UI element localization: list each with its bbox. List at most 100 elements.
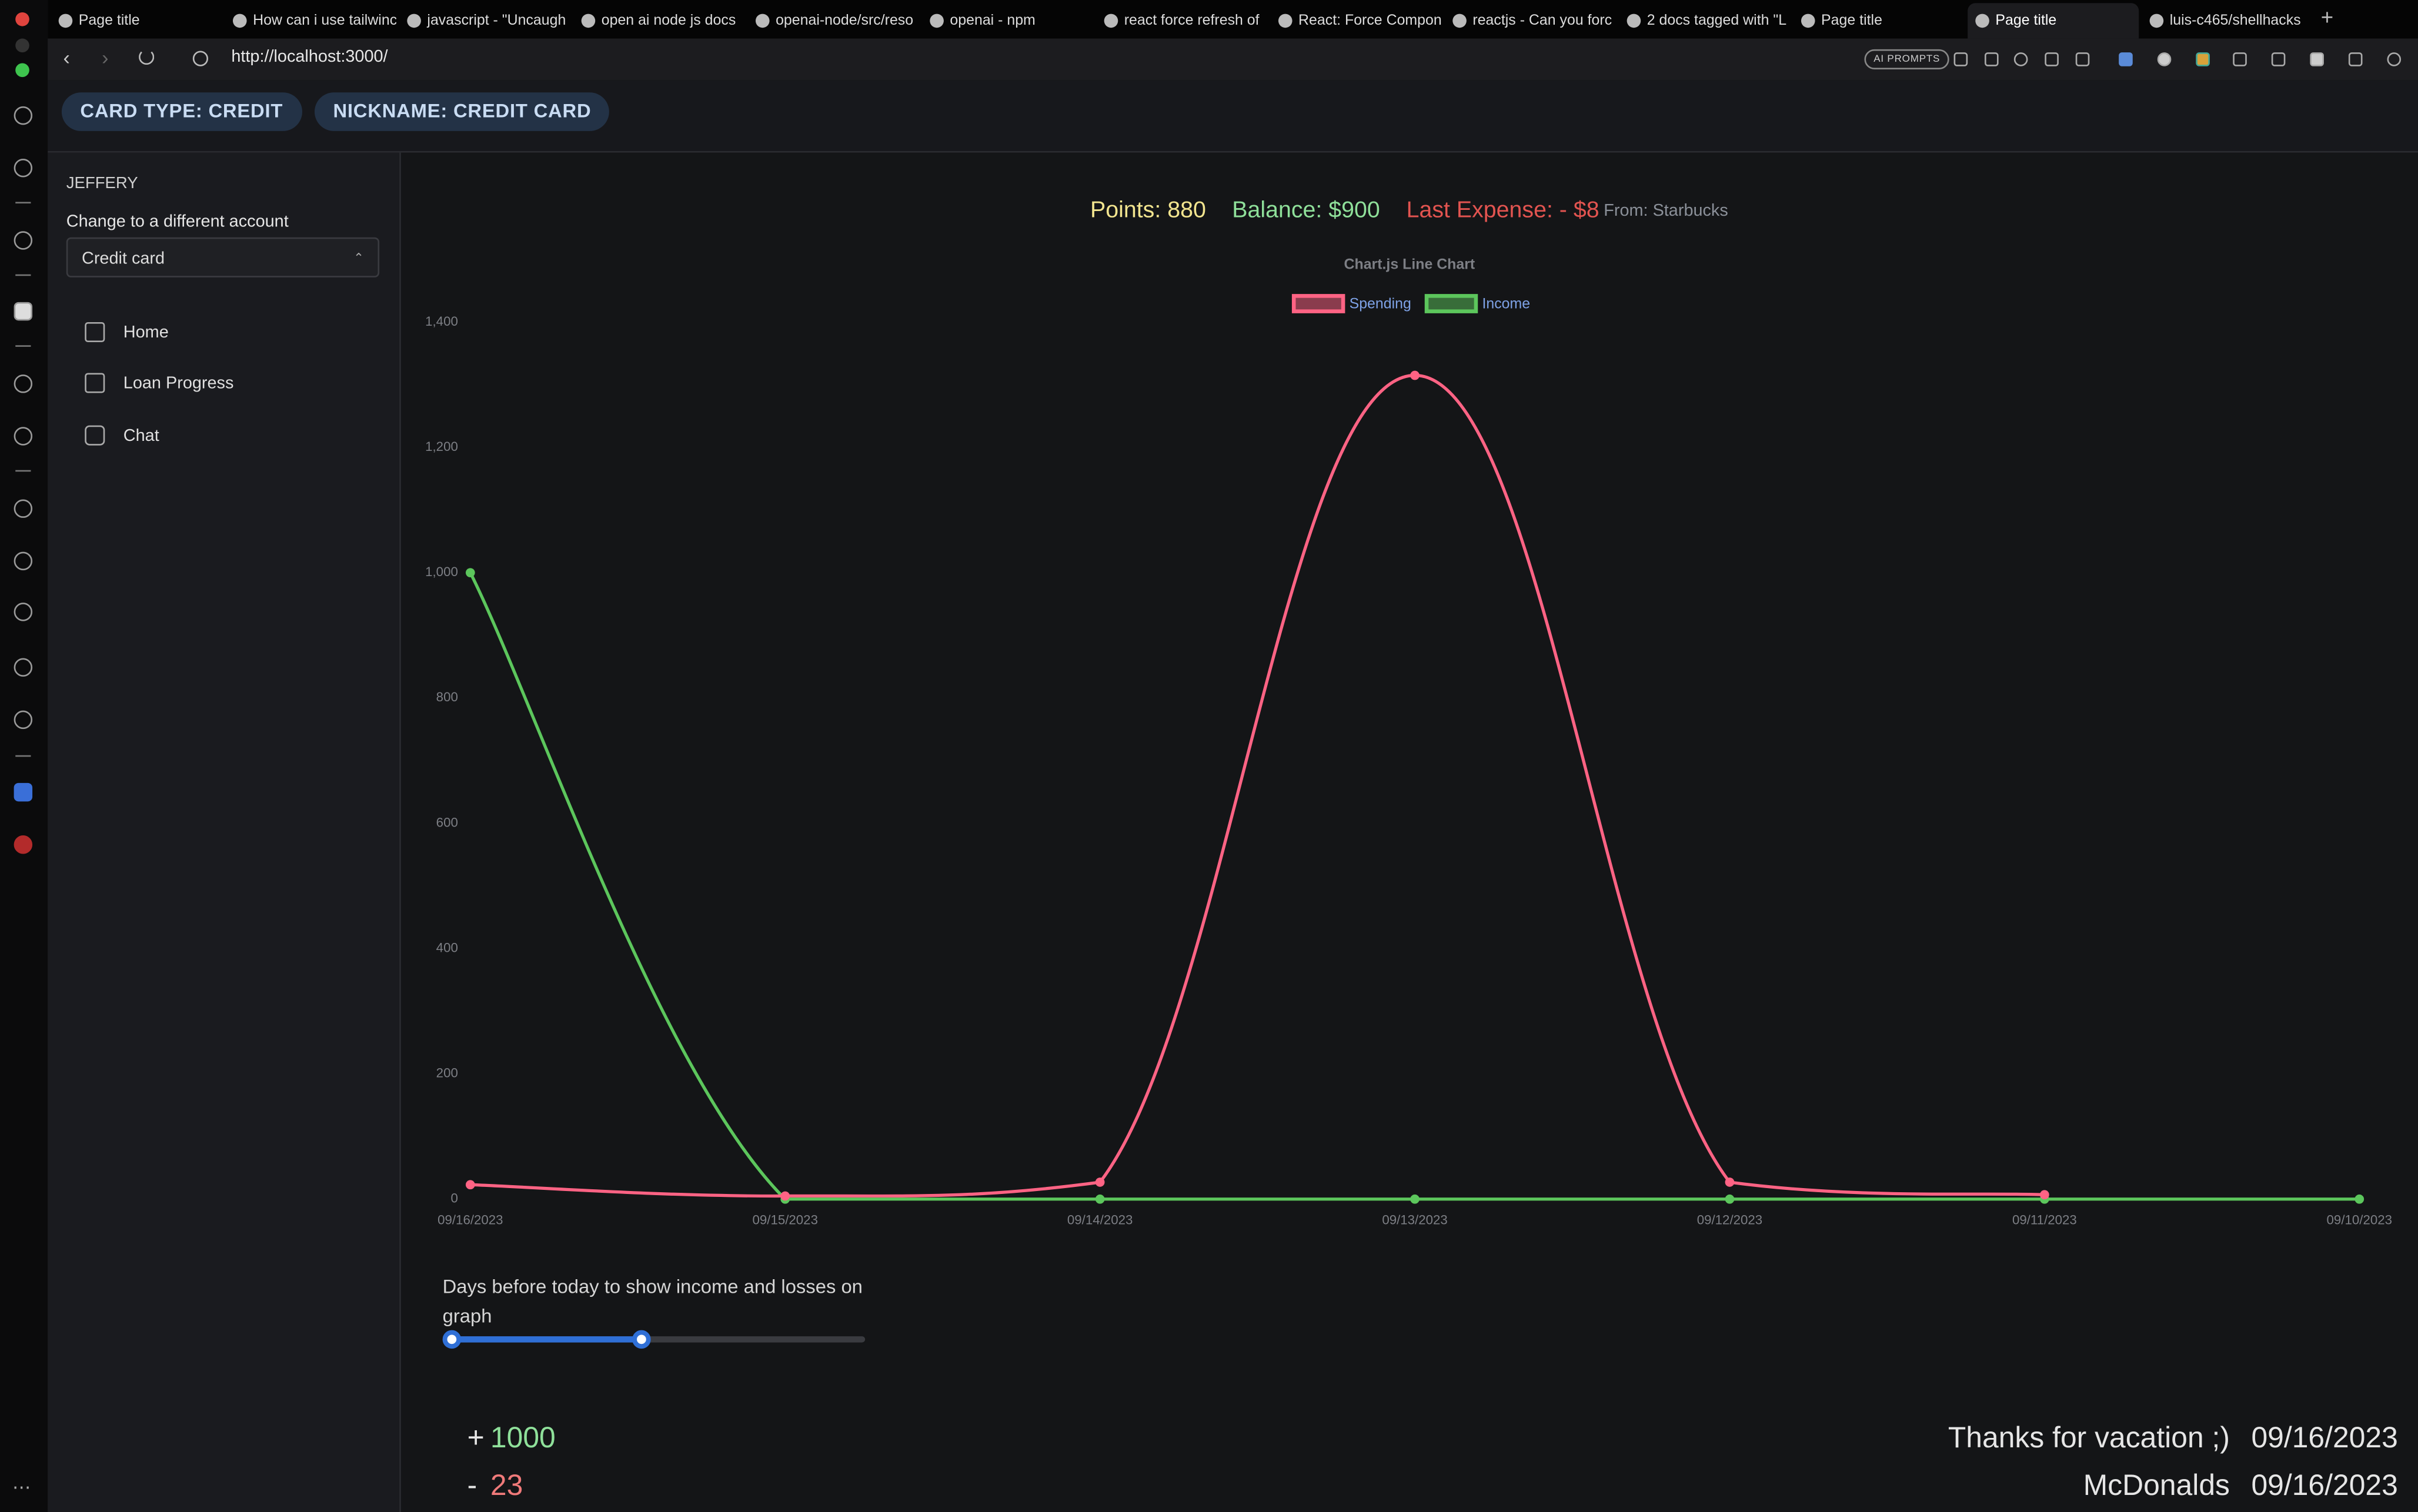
tab[interactable]: openai-node/src/reso [748, 3, 919, 38]
new-tab[interactable]: + [2320, 4, 2334, 29]
transaction-description: Thanks for vacation ;) [1948, 1422, 2230, 1455]
card-type-chip: CARD TYPE: CREDIT [61, 92, 302, 131]
sidebar-icon[interactable] [14, 499, 33, 518]
tab[interactable]: How can i use tailwinc [225, 3, 396, 38]
tab[interactable]: Page title [1968, 3, 2139, 39]
app-header: CARD TYPE: CREDIT NICKNAME: CREDIT CARD [48, 80, 2418, 153]
transaction-amount: 1000 [490, 1422, 556, 1455]
toolbar-icon[interactable] [1953, 52, 1968, 66]
tab[interactable]: luis-c465/shellhacks [2142, 3, 2313, 38]
data-point [2039, 1190, 2049, 1200]
sidebar-icon[interactable] [14, 231, 33, 250]
y-tick-label: 1,000 [425, 564, 458, 579]
x-tick-label: 09/15/2023 [753, 1212, 818, 1227]
data-point [1095, 1194, 1105, 1204]
sidebar-icon[interactable] [14, 603, 33, 621]
toolbar-icon[interactable] [2075, 52, 2090, 66]
transaction-sign: - [467, 1470, 477, 1503]
tab[interactable]: Page title [1794, 3, 1965, 38]
tab[interactable]: Page title [51, 3, 222, 38]
tab[interactable]: react force refresh of [1097, 3, 1268, 38]
tab[interactable]: React: Force Compon [1271, 3, 1442, 38]
data-point [1725, 1178, 1735, 1187]
separator [15, 470, 31, 472]
x-tick-label: 09/13/2023 [1382, 1212, 1447, 1227]
data-point [1410, 370, 1420, 380]
sidebar-icon[interactable] [14, 710, 33, 730]
site-info[interactable] [192, 51, 209, 66]
sidebar-icon[interactable] [14, 835, 33, 854]
app-sidebar: JEFFERY Change to a different account Cr… [48, 152, 401, 1512]
slider-track[interactable] [452, 1336, 866, 1343]
data-point [1410, 1194, 1420, 1204]
sidebar-icon[interactable] [14, 782, 33, 802]
x-tick-label: 09/11/2023 [2012, 1212, 2077, 1227]
toolbar-icon[interactable] [2271, 52, 2286, 66]
close-dot[interactable] [15, 12, 29, 26]
sidebar-icon[interactable] [14, 551, 33, 571]
transaction-amount: 23 [490, 1470, 523, 1503]
toolbar-icon[interactable] [2196, 52, 2210, 66]
reload-button[interactable] [139, 49, 155, 65]
toolbar-icon[interactable] [2119, 52, 2133, 66]
separator [15, 274, 31, 276]
sidebar-icon[interactable] [14, 159, 33, 178]
toolbar-icon[interactable] [2157, 52, 2172, 66]
tab[interactable]: 2 docs tagged with "L [1619, 3, 1791, 38]
tab[interactable]: javascript - "Uncaugh [399, 3, 570, 38]
sidebar-icon[interactable] [14, 427, 33, 446]
tab[interactable]: open ai node js docs [574, 3, 745, 38]
toolbar-icon[interactable] [2387, 52, 2402, 66]
toolbar-icon[interactable] [2233, 52, 2247, 66]
back-button[interactable]: ‹ [63, 46, 70, 69]
toolbar-icon[interactable] [2348, 52, 2363, 66]
tab[interactable]: openai - npm [922, 3, 1093, 38]
toolbar-icon[interactable] [1985, 52, 1999, 66]
range-label: Days before today to show income and los… [442, 1276, 863, 1327]
y-tick-label: 1,200 [425, 439, 458, 454]
sidebar-icon[interactable] [14, 658, 33, 677]
data-point [1725, 1194, 1735, 1204]
toolbar-icon[interactable] [2045, 52, 2059, 66]
account-label: Change to a different account [66, 212, 289, 232]
url[interactable]: http://localhost:3000/ [231, 48, 388, 66]
toolbar-icon[interactable] [2310, 52, 2324, 66]
y-tick-label: 400 [436, 940, 458, 955]
series-line [469, 572, 2360, 1201]
legend-swatch [1291, 294, 1345, 313]
y-tick-label: 0 [450, 1191, 457, 1206]
min-dot[interactable] [15, 38, 29, 53]
loan-icon [85, 373, 105, 393]
separator [15, 202, 31, 204]
transaction-sign: + [467, 1422, 485, 1455]
sidebar-icon[interactable] [14, 302, 33, 321]
sidebar-icon[interactable] [14, 106, 33, 125]
nav-loan-progress[interactable]: Loan Progress [123, 374, 234, 393]
toolbar-icon[interactable] [2013, 52, 2028, 66]
data-point [465, 1180, 475, 1190]
nav-home[interactable]: Home [123, 323, 169, 343]
data-point [1095, 1178, 1105, 1187]
slider-handle[interactable] [632, 1330, 651, 1349]
ai-prompts-button[interactable]: AI PROMPTS [1864, 49, 1949, 69]
tab[interactable]: reactjs - Can you forc [1445, 3, 1616, 38]
legend-swatch [1424, 294, 1478, 313]
tab-bar: Page title How can i use tailwinc javascri… [48, 0, 2418, 39]
x-tick-label: 09/14/2023 [1067, 1212, 1133, 1227]
x-tick-label: 09/10/2023 [2327, 1212, 2392, 1227]
home-icon [85, 322, 105, 343]
x-tick-label: 09/12/2023 [1697, 1212, 1762, 1227]
last-expense: Last Expense: - $8 [1407, 197, 1599, 223]
nav-chat[interactable]: Chat [123, 427, 159, 446]
sidebar-icon[interactable] [14, 374, 33, 393]
max-dot[interactable] [15, 63, 29, 78]
slider-handle[interactable] [442, 1330, 462, 1349]
nickname-chip: NICKNAME: CREDIT CARD [314, 92, 610, 131]
transaction-date: 09/16/2023 [2251, 1470, 2398, 1503]
account-select[interactable]: Credit card [66, 237, 380, 279]
user-name: JEFFERY [66, 174, 138, 193]
more-icon[interactable]: ⋯ [12, 1476, 31, 1498]
forward-button[interactable]: › [102, 46, 109, 69]
y-tick-label: 1,400 [425, 314, 458, 329]
